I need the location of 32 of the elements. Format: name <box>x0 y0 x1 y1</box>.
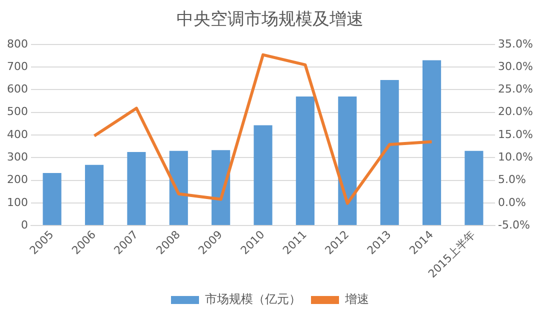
y-tick-label: 100 <box>6 196 28 209</box>
y-tick-label: 0 <box>20 218 28 232</box>
y2-tick-label: 35.0% <box>498 37 534 50</box>
bar <box>380 80 399 226</box>
y2-tick-label: -5.0% <box>498 218 530 232</box>
bar <box>42 173 62 226</box>
y2-tick-label: 25.0% <box>498 82 534 96</box>
y-tick-label: 300 <box>6 150 28 164</box>
bar <box>422 60 442 226</box>
bar <box>169 150 188 226</box>
y2-tick-label: 20.0% <box>498 105 534 118</box>
bar <box>464 150 484 226</box>
y-tick-label: 500 <box>6 105 28 118</box>
y2-tick-label: 10.0% <box>498 150 534 164</box>
bar <box>254 125 272 226</box>
bar <box>296 96 314 226</box>
y2-tick-label: 15.0% <box>498 128 534 141</box>
legend-label: 增速 <box>344 292 369 306</box>
bar <box>212 150 230 226</box>
y-tick-label: 200 <box>6 173 28 186</box>
legend-label: 市场规模（亿元） <box>205 292 301 306</box>
y-tick-label: 700 <box>6 60 28 73</box>
y-tick-label: 800 <box>6 37 28 50</box>
bar <box>84 164 104 226</box>
y2-tick-label: 5.0% <box>498 173 526 186</box>
bar <box>127 152 146 226</box>
y-tick-label: 400 <box>6 128 28 141</box>
y2-tick-label: 30.0% <box>498 60 534 73</box>
y-tick-label: 600 <box>6 82 28 96</box>
y2-tick-label: 0.0% <box>498 196 526 209</box>
bar <box>338 96 357 226</box>
chart-title: 中央空调市场规模及增速 <box>176 10 364 30</box>
